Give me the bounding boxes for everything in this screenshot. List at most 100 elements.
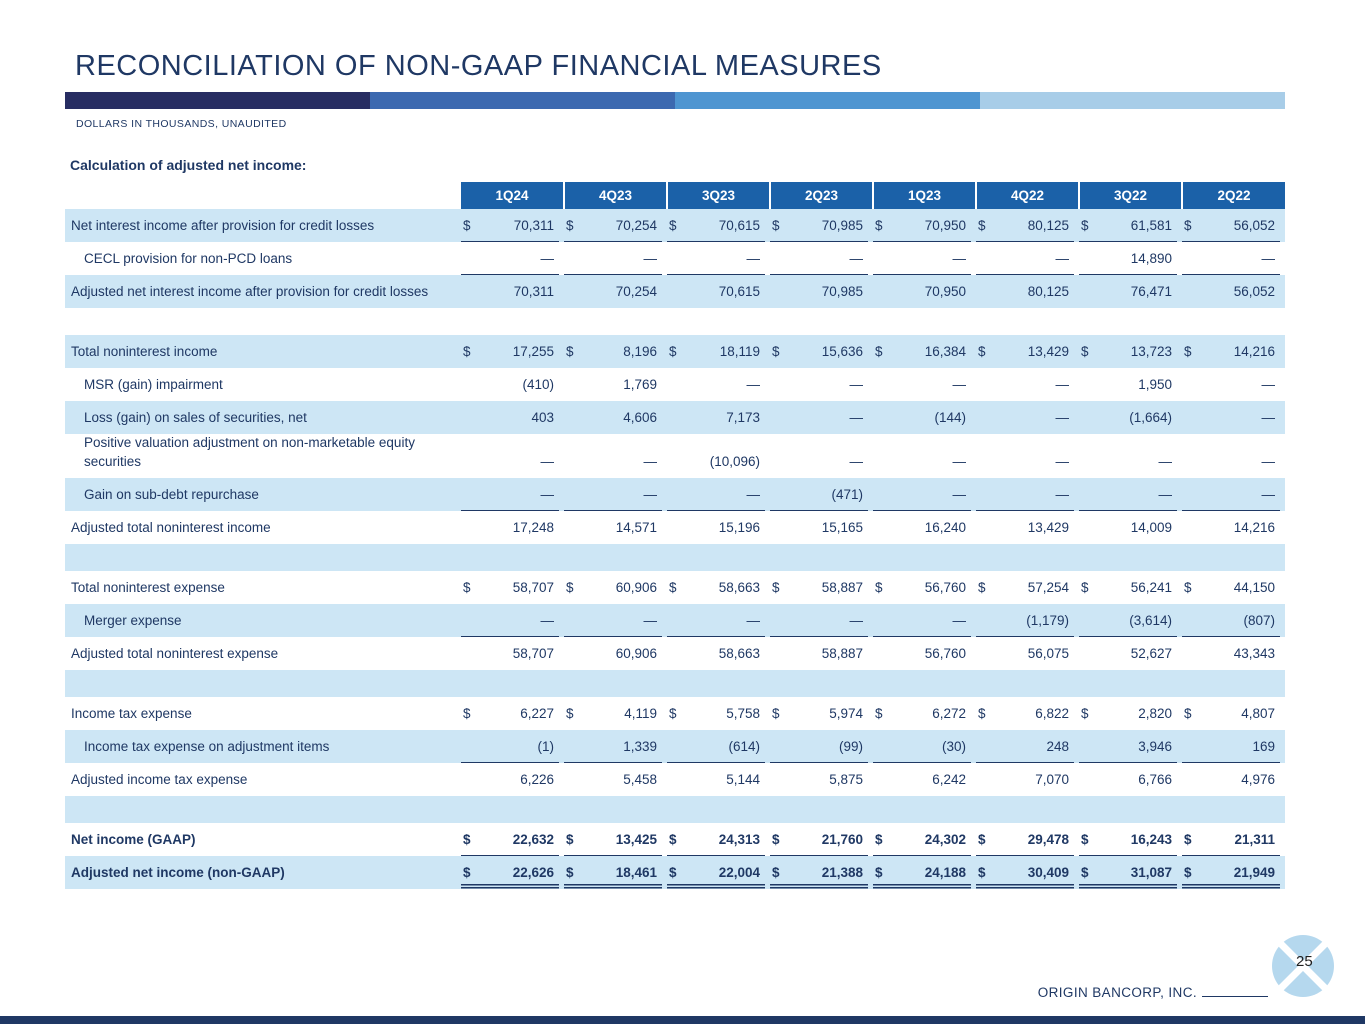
value-cell: 6,242 <box>932 771 966 787</box>
row-label: Merger expense <box>84 612 182 628</box>
value-cell: 56,075 <box>1027 645 1069 661</box>
row-label: Net interest income after provision for … <box>71 218 375 234</box>
value-cell: 43,343 <box>1233 645 1275 661</box>
table-row: Loss (gain) on sales of securities, net 4… <box>65 401 1285 434</box>
value-cell: 14,890 <box>1097 242 1182 275</box>
table-row: Adjusted total noninterest expense 58,707… <box>65 637 1285 670</box>
value-cell: 3,946 <box>1097 729 1182 763</box>
value-cell: 70,985 <box>821 284 863 300</box>
dollar-sign-cell: $ <box>461 209 479 242</box>
column-header: 1Q24 <box>461 182 564 209</box>
value-cell: 57,254 <box>1027 579 1069 595</box>
bottom-bar <box>0 1016 1365 1024</box>
row-label: Adjusted total noninterest income <box>71 519 271 535</box>
value-cell: — <box>788 603 873 637</box>
value-cell: — <box>891 603 976 637</box>
dollar-sign-cell: $ <box>772 344 780 360</box>
dollar-sign-cell <box>461 434 479 478</box>
value-cell: 58,663 <box>718 645 760 661</box>
row-label: Adjusted total noninterest expense <box>71 645 279 661</box>
dollar-sign-cell <box>667 242 685 275</box>
value-cell: — <box>685 242 770 275</box>
value-cell: 13,425 <box>582 822 667 856</box>
table-row: Adjusted net interest income after provi… <box>65 275 1285 308</box>
dollar-sign-cell <box>1079 368 1097 401</box>
table-body: Net interest income after provision for … <box>65 209 1285 889</box>
value-cell: 21,949 <box>1200 855 1285 889</box>
dollar-sign-cell: $ <box>770 822 788 856</box>
value-cell: 6,272 <box>932 705 966 721</box>
value-cell: 5,875 <box>829 771 863 787</box>
table-row: Gain on sub-debt repurchase — — — (471) — — — — <box>65 477 1285 511</box>
value-cell: (144) <box>934 410 966 426</box>
dollar-sign-cell: $ <box>1182 822 1200 856</box>
dollar-sign-cell <box>564 477 582 511</box>
value-cell: 70,254 <box>582 209 667 242</box>
dollar-sign-cell: $ <box>463 705 471 721</box>
value-cell: 80,125 <box>1027 284 1069 300</box>
value-cell: (614) <box>685 729 770 763</box>
dollar-sign-cell <box>564 603 582 637</box>
dollar-sign-cell <box>1079 275 1097 308</box>
dollar-sign-cell <box>1182 242 1200 275</box>
dollar-sign-cell <box>564 242 582 275</box>
dollar-sign-cell <box>1182 368 1200 401</box>
value-cell: — <box>1261 377 1276 393</box>
dollar-sign-cell <box>1079 401 1097 434</box>
value-cell: 6,227 <box>520 705 554 721</box>
value-cell: 13,429 <box>1027 519 1069 535</box>
accent-bar <box>65 92 1285 109</box>
dollar-sign-cell <box>1182 637 1200 670</box>
dollar-sign-cell <box>667 275 685 308</box>
value-cell: 56,052 <box>1233 284 1275 300</box>
dollar-sign-cell <box>976 434 994 478</box>
dollar-sign-cell <box>873 511 891 544</box>
dollar-sign-cell <box>873 434 891 478</box>
dollar-sign-cell: $ <box>1081 579 1089 595</box>
value-cell: 5,458 <box>623 771 657 787</box>
value-cell: 4,807 <box>1241 705 1275 721</box>
dollar-sign-cell <box>976 242 994 275</box>
dollar-sign-cell: $ <box>873 855 891 889</box>
dollar-sign-cell: $ <box>978 344 986 360</box>
page-title: RECONCILIATION OF NON-GAAP FINANCIAL MEA… <box>75 50 882 82</box>
value-cell: — <box>1097 477 1182 511</box>
dollar-sign-cell <box>976 763 994 796</box>
dollar-sign-cell <box>461 729 479 763</box>
dollar-sign-cell <box>976 603 994 637</box>
value-cell: — <box>891 242 976 275</box>
value-cell: 22,626 <box>479 855 564 889</box>
value-cell: (3,614) <box>1097 603 1182 637</box>
dollar-sign-cell <box>1079 763 1097 796</box>
value-cell: 22,004 <box>685 855 770 889</box>
value-cell: 70,615 <box>718 284 760 300</box>
dollar-sign-cell <box>667 477 685 511</box>
value-cell: 1,769 <box>623 377 657 393</box>
dollar-sign-cell <box>976 275 994 308</box>
dollar-sign-cell <box>667 368 685 401</box>
row-label: Net income (GAAP) <box>71 831 196 847</box>
dollar-sign-cell <box>667 603 685 637</box>
value-cell: 24,313 <box>685 822 770 856</box>
value-cell: — <box>479 242 564 275</box>
table-row: Net income (GAAP) $22,632 $13,425 $24,313 $2… <box>65 822 1285 856</box>
row-label: Adjusted net income (non-GAAP) <box>71 864 285 880</box>
footer-company: ORIGIN BANCORP, INC. <box>1037 985 1197 1000</box>
value-cell: — <box>994 477 1079 511</box>
dollar-sign-cell: $ <box>1184 344 1192 360</box>
dollar-sign-cell: $ <box>875 705 883 721</box>
spacer-row <box>65 669 1285 697</box>
value-cell: — <box>788 242 873 275</box>
dollar-sign-cell <box>873 275 891 308</box>
column-header: 2Q23 <box>769 182 873 209</box>
value-cell: 76,471 <box>1130 284 1172 300</box>
value-cell: 403 <box>531 410 554 426</box>
table-row: Total noninterest expense $58,707 $60,906 $… <box>65 571 1285 604</box>
footer-rule <box>1202 983 1268 997</box>
page-number: 25 <box>1296 953 1313 970</box>
dollar-sign-cell <box>770 401 788 434</box>
value-cell: — <box>582 477 667 511</box>
table-row: Merger expense — — — — — (1,179) (3,614) (807) <box>65 603 1285 637</box>
value-cell: — <box>849 377 864 393</box>
dollar-sign-cell: $ <box>875 344 883 360</box>
